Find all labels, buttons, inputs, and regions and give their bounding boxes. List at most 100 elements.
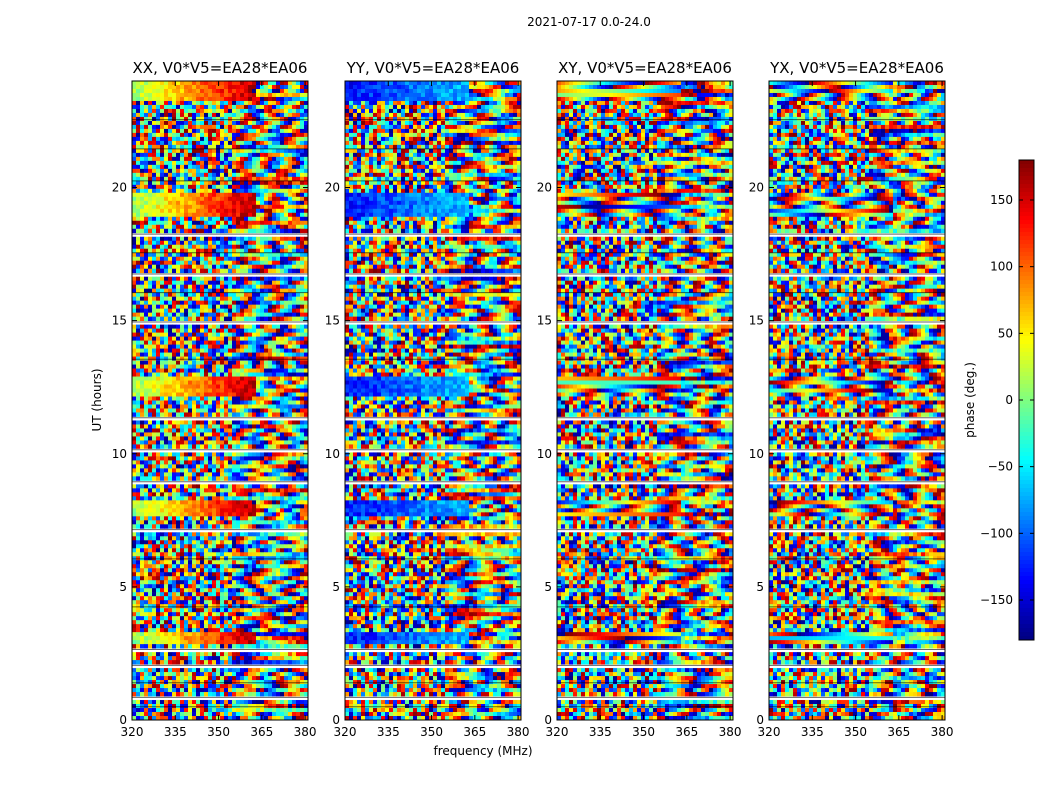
colorbar-segment xyxy=(1019,316,1034,321)
colorbar-segment xyxy=(1019,576,1034,581)
colorbar-segment xyxy=(1019,432,1034,437)
panel-xy: XY, V0*V5=EA28*EA06 320 335 350 365 380 0 5 10 15… xyxy=(537,59,742,739)
colorbar-segment xyxy=(1019,632,1034,637)
y-tick-label: 15 xyxy=(749,314,764,328)
colorbar-segment xyxy=(1019,528,1034,533)
colorbar-segment xyxy=(1019,328,1034,333)
x-tick-label: 335 xyxy=(164,725,187,739)
colorbar-segment xyxy=(1019,184,1034,189)
colorbar-segment xyxy=(1019,188,1034,193)
x-tick-label: 365 xyxy=(675,725,698,739)
colorbar-segment xyxy=(1019,340,1034,345)
y-tick-label: 5 xyxy=(332,580,340,594)
y-tick-label: 0 xyxy=(544,713,552,727)
colorbar-segment xyxy=(1019,364,1034,369)
colorbar-segment xyxy=(1019,604,1034,609)
colorbar-segment xyxy=(1019,296,1034,301)
x-tick-label: 365 xyxy=(887,725,910,739)
colorbar-segment xyxy=(1019,244,1034,249)
colorbar-tick-label: 50 xyxy=(998,326,1013,340)
colorbar-segment xyxy=(1019,536,1034,541)
colorbar-segment xyxy=(1019,248,1034,253)
colorbar-segment xyxy=(1019,164,1034,169)
colorbar-segment xyxy=(1019,596,1034,601)
colorbar-segment xyxy=(1019,620,1034,625)
x-tick-label: 350 xyxy=(420,725,443,739)
colorbar-segment xyxy=(1019,532,1034,537)
colorbar-segment xyxy=(1019,516,1034,521)
colorbar-segment xyxy=(1019,288,1034,293)
colorbar-segment xyxy=(1019,404,1034,409)
y-tick-label: 0 xyxy=(756,713,764,727)
colorbar-segment xyxy=(1019,372,1034,377)
colorbar-segment xyxy=(1019,348,1034,353)
colorbar-segment xyxy=(1019,336,1034,341)
colorbar-segment xyxy=(1019,500,1034,505)
x-tick-label: 350 xyxy=(844,725,867,739)
colorbar-segment xyxy=(1019,460,1034,465)
x-tick-label: 320 xyxy=(546,725,569,739)
colorbar-segment xyxy=(1019,240,1034,245)
colorbar-segment xyxy=(1019,168,1034,173)
colorbar-segment xyxy=(1019,256,1034,261)
colorbar-segment xyxy=(1019,520,1034,525)
colorbar-segment xyxy=(1019,624,1034,629)
colorbar-segment xyxy=(1019,380,1034,385)
colorbar-segment xyxy=(1019,448,1034,453)
x-tick-label: 350 xyxy=(207,725,230,739)
colorbar-segment xyxy=(1019,192,1034,197)
x-tick-label: 335 xyxy=(377,725,400,739)
colorbar-segment xyxy=(1019,200,1034,205)
panel-frame xyxy=(344,80,522,721)
colorbar-segment xyxy=(1019,556,1034,561)
phase-heatmap-yx xyxy=(769,81,945,720)
x-axis-label: frequency (MHz) xyxy=(433,744,532,758)
colorbar-segment xyxy=(1019,484,1034,489)
colorbar-segment xyxy=(1019,320,1034,325)
colorbar-segment xyxy=(1019,584,1034,589)
colorbar-segment xyxy=(1019,600,1034,605)
colorbar-segment xyxy=(1019,572,1034,577)
colorbar-segment xyxy=(1019,392,1034,397)
colorbar-segment xyxy=(1019,456,1034,461)
y-tick-label: 10 xyxy=(537,447,552,461)
colorbar-segment xyxy=(1019,332,1034,337)
colorbar-segment xyxy=(1019,360,1034,365)
y-tick-label: 15 xyxy=(325,314,340,328)
y-tick-label: 0 xyxy=(119,713,127,727)
colorbar-segment xyxy=(1019,440,1034,445)
colorbar-segment xyxy=(1019,204,1034,209)
colorbar-segment xyxy=(1019,196,1034,201)
x-tick-label: 365 xyxy=(463,725,486,739)
colorbar-segment xyxy=(1019,284,1034,289)
x-tick-label: 380 xyxy=(507,725,530,739)
y-tick-label: 15 xyxy=(537,314,552,328)
panel-frame xyxy=(556,80,734,721)
colorbar-segment xyxy=(1019,232,1034,237)
colorbar-segment xyxy=(1019,524,1034,529)
y-tick-label: 15 xyxy=(112,314,127,328)
panels: XX, V0*V5=EA28*EA06 320 335 350 365 380 0 5 10 15… xyxy=(112,59,954,739)
colorbar-segment xyxy=(1019,292,1034,297)
colorbar-segment xyxy=(1019,408,1034,413)
colorbar-segment xyxy=(1019,352,1034,357)
x-tick-label: 320 xyxy=(758,725,781,739)
phase-heatmap-xy xyxy=(557,81,733,720)
colorbar-segment xyxy=(1019,636,1034,641)
colorbar-tick-label: −50 xyxy=(988,460,1013,474)
panel-title: YY, V0*V5=EA28*EA06 xyxy=(346,59,520,77)
colorbar-segment xyxy=(1019,356,1034,361)
x-tick-label: 380 xyxy=(931,725,954,739)
colorbar-segment xyxy=(1019,264,1034,269)
colorbar-tick-label: 0 xyxy=(1005,393,1013,407)
colorbar-segment xyxy=(1019,592,1034,597)
colorbar-segment xyxy=(1019,312,1034,317)
x-tick-label: 350 xyxy=(632,725,655,739)
colorbar-segment xyxy=(1019,180,1034,185)
colorbar-segment xyxy=(1019,160,1034,165)
colorbar-segment xyxy=(1019,228,1034,233)
colorbar-segment xyxy=(1019,308,1034,313)
colorbar: −150 −100 −50 0 50 100 150 xyxy=(980,159,1035,641)
colorbar-segment xyxy=(1019,400,1034,405)
